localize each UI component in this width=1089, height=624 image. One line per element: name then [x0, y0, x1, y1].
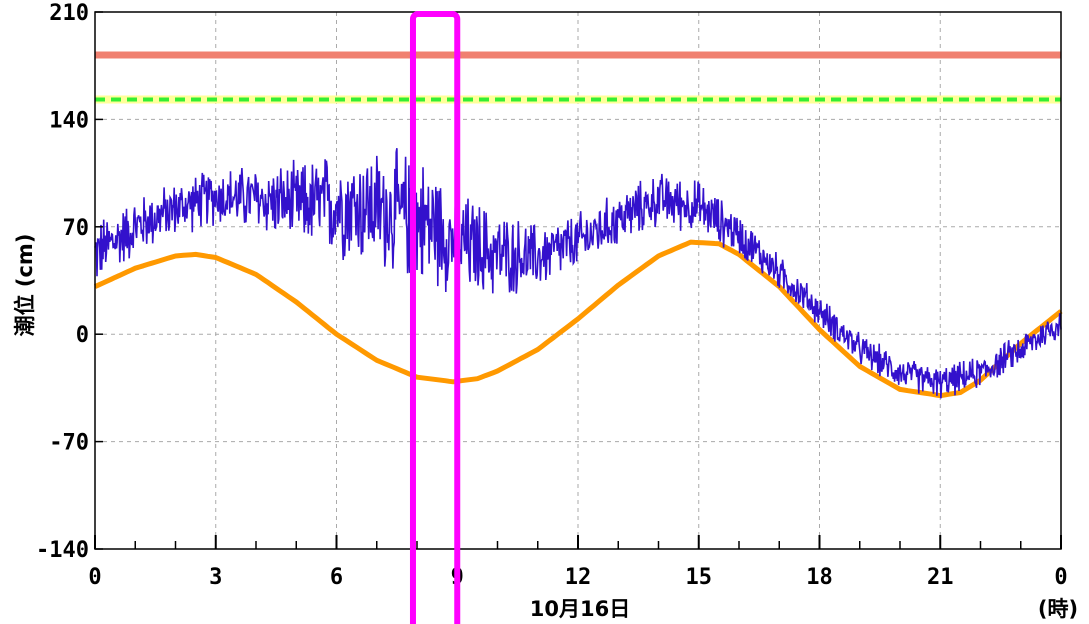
astronomical-tide-line [93, 239, 1063, 399]
grid-lines [95, 12, 1061, 549]
highlight-rectangle [409, 11, 461, 624]
observed-tide-line [94, 148, 1062, 399]
reference-lines [95, 51, 1061, 104]
x-tick-label: 12 [565, 565, 592, 590]
y-tick-label: 140 [49, 108, 89, 133]
y-tick-label: 0 [76, 323, 89, 348]
x-tick-label: 15 [686, 565, 713, 590]
x-tick-label: 0 [1054, 565, 1067, 590]
y-tick-label: 210 [49, 1, 89, 26]
x-tick-label: 18 [806, 565, 833, 590]
data-series [93, 148, 1063, 399]
x-axis-date-label: 10月16日 [530, 597, 630, 621]
y-tick-label: 70 [63, 216, 90, 241]
y-tick-label: -70 [49, 431, 89, 456]
y-axis-title: 潮位 (cm) [13, 234, 37, 337]
x-axis-unit-label: (時) [1038, 597, 1078, 621]
x-tick-label: 3 [209, 565, 222, 590]
x-tick-label: 0 [88, 565, 101, 590]
x-tick-label: 21 [927, 565, 954, 590]
highlight-box [409, 11, 461, 624]
x-tick-label: 6 [330, 565, 343, 590]
y-tick-label: -140 [36, 538, 89, 563]
